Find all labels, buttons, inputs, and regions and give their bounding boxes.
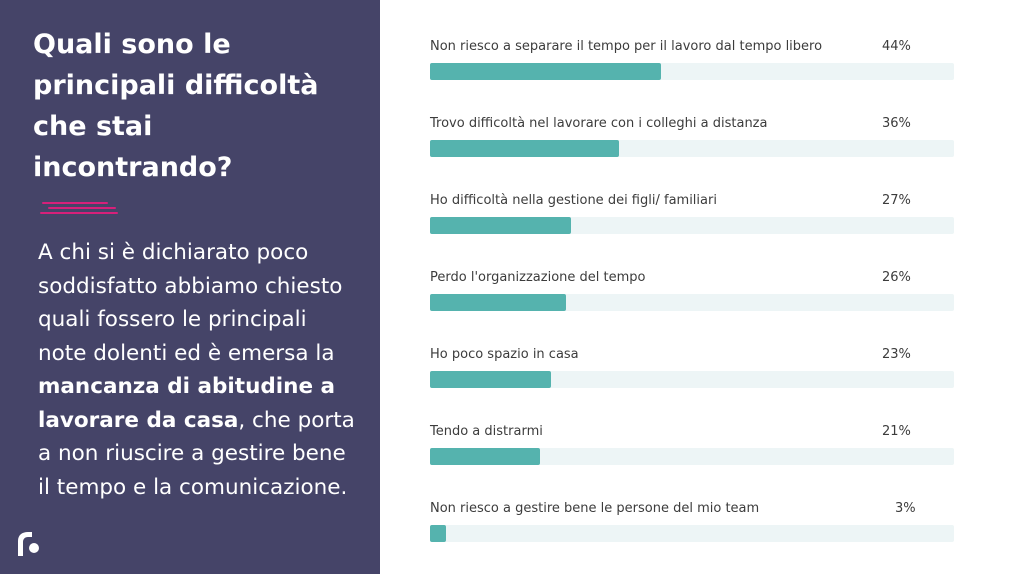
brand-logo-icon xyxy=(18,532,39,556)
left-panel: Quali sono le principali difficoltà che … xyxy=(0,0,380,574)
accent-line xyxy=(42,202,108,204)
page-title: Quali sono le principali difficoltà che … xyxy=(33,29,319,183)
bar-track xyxy=(430,63,954,80)
bar-label: Ho difficoltà nella gestione dei figli/ … xyxy=(430,193,717,208)
bar-row: Perdo l'organizzazione del tempo 26% xyxy=(430,270,970,330)
bar-label: Tendo a distrarmi xyxy=(430,424,543,439)
bar xyxy=(430,294,567,311)
bar-row: Ho difficoltà nella gestione dei figli/ … xyxy=(430,193,970,253)
description-part: , che porta a non riuscire a gestire ben… xyxy=(38,407,355,500)
bar-label: Non riesco a separare il tempo per il la… xyxy=(430,39,823,54)
bar-label: Ho poco spazio in casa xyxy=(430,347,579,362)
bar-value-label: 36% xyxy=(882,116,911,131)
description-text: A chi si è dichiarato poco soddisfatto a… xyxy=(38,236,360,504)
bar-chart: Non riesco a separare il tempo per il la… xyxy=(380,0,1021,574)
bar-value-label: 3% xyxy=(895,501,916,516)
bar xyxy=(430,525,446,542)
bar-value-label: 26% xyxy=(882,270,911,285)
bar-row: Ho poco spazio in casa 23% xyxy=(430,347,970,407)
bar xyxy=(430,140,619,157)
bar-track xyxy=(430,371,954,388)
bar xyxy=(430,448,541,465)
bar-value-label: 27% xyxy=(882,193,911,208)
bar-track xyxy=(430,140,954,157)
bar-row: Trovo difficoltà nel lavorare con i coll… xyxy=(430,116,970,176)
bar-label: Trovo difficoltà nel lavorare con i coll… xyxy=(430,116,768,131)
bar xyxy=(430,63,661,80)
bar-label: Non riesco a gestire bene le persone del… xyxy=(430,501,760,516)
description-part: A chi si è dichiarato poco soddisfatto a… xyxy=(38,240,343,366)
bar-label: Perdo l'organizzazione del tempo xyxy=(430,270,646,285)
bar-row: Non riesco a separare il tempo per il la… xyxy=(430,39,970,99)
description-highlight: mancanza di abitudine a lavorare da casa xyxy=(38,374,336,433)
bar-track xyxy=(430,525,954,542)
bar-row: Tendo a distrarmi 21% xyxy=(430,424,970,484)
bar-value-label: 21% xyxy=(882,424,911,439)
bar-row: Non riesco a gestire bene le persone del… xyxy=(430,501,970,561)
bar xyxy=(430,371,551,388)
accent-line xyxy=(40,212,118,214)
accent-decoration xyxy=(40,201,120,215)
bar-track xyxy=(430,217,954,234)
bar-track xyxy=(430,448,954,465)
bar-value-label: 44% xyxy=(882,39,911,54)
accent-line xyxy=(48,207,116,209)
bar xyxy=(430,217,572,234)
bar-track xyxy=(430,294,954,311)
bar-value-label: 23% xyxy=(882,347,911,362)
